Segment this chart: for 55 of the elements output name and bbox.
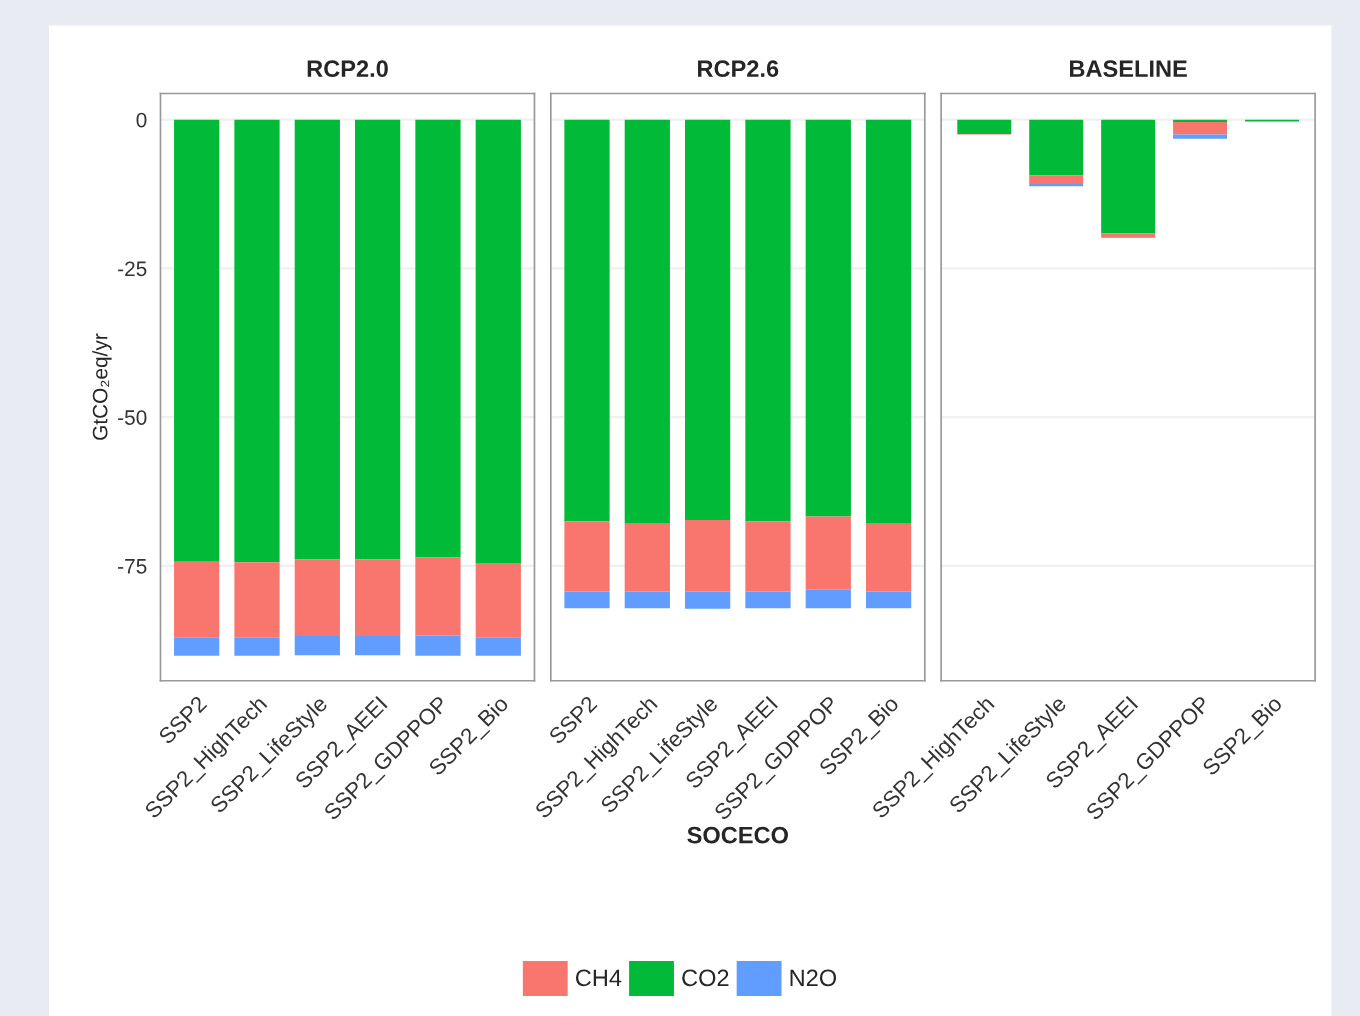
bar <box>475 119 521 563</box>
bar <box>234 119 280 563</box>
bar <box>1029 175 1084 184</box>
y-axis-title: GtCO₂eq/yr <box>92 333 112 440</box>
bar <box>294 559 340 637</box>
bar <box>355 636 401 656</box>
bar <box>1173 134 1228 139</box>
y-tick-label: -50 <box>118 410 147 425</box>
bar <box>415 557 461 636</box>
bar <box>624 591 670 609</box>
legend-label: N2O <box>790 969 837 987</box>
bar <box>805 589 851 609</box>
bar <box>415 635 461 656</box>
bar <box>174 561 220 638</box>
bar <box>865 523 912 592</box>
bar <box>564 591 610 609</box>
bar <box>745 119 791 522</box>
bar <box>685 591 731 609</box>
y-tick-label: -25 <box>118 261 147 277</box>
bar <box>475 562 521 638</box>
bar <box>865 119 912 524</box>
bar <box>234 562 280 638</box>
bar <box>1029 119 1084 176</box>
bar <box>805 119 851 517</box>
chart-title: BASELINE <box>1070 60 1187 78</box>
bar <box>355 119 401 560</box>
bar <box>957 119 1012 134</box>
bar <box>805 516 851 590</box>
bar <box>624 523 670 592</box>
bar <box>745 521 791 592</box>
bar <box>174 119 220 562</box>
bar <box>685 119 731 521</box>
y-tick-label: 0 <box>136 112 147 128</box>
bar <box>1101 119 1156 234</box>
bar <box>475 637 521 656</box>
bar <box>564 119 610 522</box>
bar <box>294 636 340 656</box>
bar <box>624 119 670 524</box>
bar <box>1101 233 1156 238</box>
y-tick-label: -75 <box>118 559 147 574</box>
bar <box>745 591 791 609</box>
legend-label: CO2 <box>682 969 729 987</box>
bar <box>355 559 401 637</box>
chart-title: RCP2.6 <box>698 60 779 78</box>
chart-title: RCP2.0 <box>307 60 388 78</box>
bar <box>234 637 280 656</box>
bar <box>294 119 340 560</box>
bar <box>415 119 461 558</box>
bar <box>564 521 610 592</box>
bar <box>174 637 220 656</box>
bar <box>685 520 731 592</box>
legend-label: CH4 <box>575 969 622 987</box>
bar <box>865 591 912 609</box>
bar <box>1173 122 1228 135</box>
x-axis-title: SOCECO <box>687 826 788 844</box>
